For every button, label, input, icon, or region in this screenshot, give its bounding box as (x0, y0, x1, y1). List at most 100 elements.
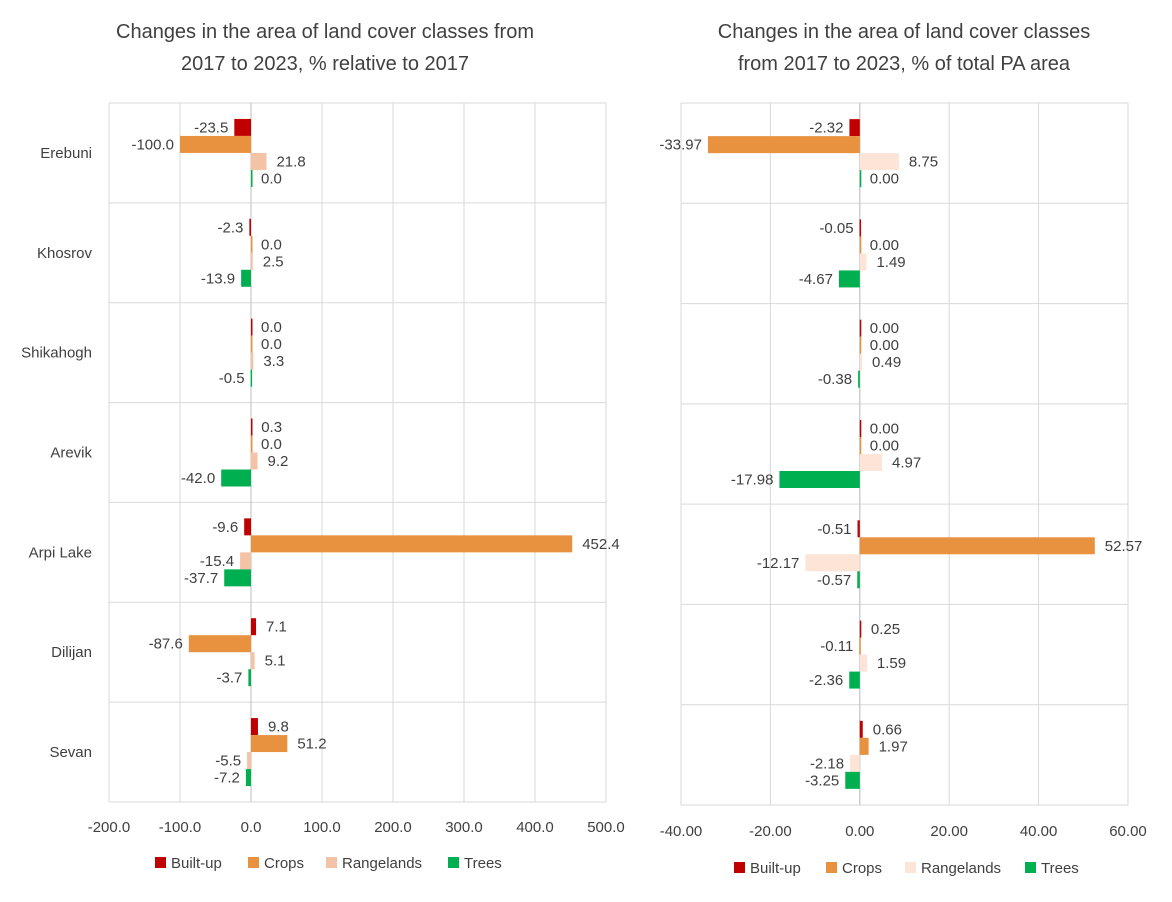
chart2-data-label-erebuni-crops: -33.97 (659, 137, 702, 154)
chart2-legend-label-crops: Crops (842, 860, 882, 877)
chart2-bar-khosrov-built-up (859, 219, 862, 237)
chart2-data-label-khosrov-trees: -4.67 (799, 271, 833, 288)
chart1-category-label-erebuni: Erebuni (40, 145, 92, 162)
chart1-x-tick-label: 300.0 (445, 819, 483, 836)
chart2-x-tick-label: 60.00 (1109, 823, 1147, 840)
chart2-title-line-2: from 2017 to 2023, % of total PA area (738, 53, 1071, 75)
chart2-data-label-arevik-trees: -17.98 (731, 472, 774, 489)
chart1-data-label-sevan-built-up: 9.8 (268, 719, 289, 736)
chart1-data-label-sevan-crops: 51.2 (297, 736, 326, 753)
chart1-bar-arevik-trees (221, 469, 251, 487)
chart1-bar-arpi-lake-trees (224, 569, 251, 587)
chart1-category-label-khosrov: Khosrov (37, 245, 93, 262)
chart2-bar-khosrov-crops (859, 236, 862, 254)
chart2-data-label-sevan-built-up: 0.66 (873, 721, 902, 738)
chart1-bar-arpi-lake-rangelands (240, 552, 251, 570)
chart2-data-label-arpi-lake-rangelands: -12.17 (757, 555, 800, 572)
chart2-x-tick-label: -40.00 (660, 823, 703, 840)
chart1-bar-shikahogh-crops (251, 335, 253, 353)
chart1-data-label-khosrov-built-up: -2.3 (218, 219, 244, 236)
chart1-data-label-dilijan-trees: -3.7 (217, 670, 243, 687)
chart1-data-label-dilijan-rangelands: 5.1 (265, 653, 286, 670)
chart1-category-label-shikahogh: Shikahogh (21, 345, 92, 362)
chart2-data-label-dilijan-trees: -2.36 (809, 672, 843, 689)
chart1-title-line-2: 2017 to 2023, % relative to 2017 (181, 53, 469, 75)
chart1-x-tick-label: 400.0 (516, 819, 554, 836)
chart1-bar-erebuni-crops (180, 135, 251, 153)
chart1-bar-sevan-built-up (251, 718, 258, 736)
chart2-bar-khosrov-rangelands (859, 253, 867, 271)
chart2-bar-arevik-built-up (859, 420, 862, 437)
chart2-bar-sevan-rangelands (850, 754, 860, 772)
chart2-data-label-shikahogh-built-up: 0.00 (870, 320, 899, 337)
chart2-bar-arpi-lake-trees (857, 571, 860, 589)
chart2-bar-arevik-trees (779, 471, 860, 488)
chart1-data-label-shikahogh-crops: 0.0 (261, 336, 282, 353)
chart1-data-label-dilijan-crops: -87.6 (149, 636, 183, 653)
chart1-category-label-arevik: Arevik (50, 445, 92, 462)
chart1-legend-label-rangelands: Rangelands (342, 855, 422, 872)
chart1-data-label-arevik-crops: 0.0 (261, 436, 282, 453)
chart1-data-label-arpi-lake-built-up: -9.6 (212, 519, 238, 536)
chart1-bar-shikahogh-rangelands (251, 352, 254, 370)
chart2-data-label-shikahogh-trees: -0.38 (818, 371, 852, 388)
chart1-bar-shikahogh-trees (250, 369, 253, 387)
chart2-bar-erebuni-built-up (849, 119, 860, 137)
chart2-data-label-arpi-lake-trees: -0.57 (817, 572, 851, 589)
chart1-legend-label-built-up: Built-up (171, 855, 222, 872)
chart2-data-label-dilijan-built-up: 0.25 (871, 621, 900, 638)
chart1-data-label-shikahogh-trees: -0.5 (219, 370, 245, 387)
chart1-data-label-arevik-rangelands: 9.2 (268, 453, 289, 470)
chart1-legend-swatch-built-up (155, 857, 166, 868)
chart1-x-tick-label: 500.0 (587, 819, 625, 836)
chart2-data-label-khosrov-crops: 0.00 (870, 237, 899, 254)
chart1-bar-sevan-crops (251, 735, 288, 753)
chart2-data-label-khosrov-rangelands: 1.49 (876, 254, 905, 271)
chart1-data-label-erebuni-crops: -100.0 (131, 136, 174, 153)
chart1-bar-dilijan-crops (188, 635, 251, 653)
chart1-data-label-arpi-lake-rangelands: -15.4 (200, 553, 234, 570)
chart1-category-label-arpi-lake: Arpi Lake (29, 544, 92, 561)
chart2-bar-arpi-lake-rangelands (805, 554, 860, 572)
chart2-bar-dilijan-built-up (859, 620, 862, 638)
chart2-data-label-dilijan-rangelands: 1.59 (877, 655, 906, 672)
chart2-bar-shikahogh-crops (859, 336, 862, 354)
chart1-bar-erebuni-built-up (234, 118, 251, 136)
chart2-data-label-arpi-lake-built-up: -0.51 (817, 521, 851, 538)
chart1-x-tick-label: -100.0 (159, 819, 202, 836)
chart2-bar-erebuni-crops (707, 136, 860, 154)
chart1-bar-dilijan-trees (248, 669, 251, 687)
chart2-bar-erebuni-trees (859, 170, 862, 188)
chart2-data-label-sevan-trees: -3.25 (805, 772, 839, 789)
chart1-bar-arpi-lake-built-up (244, 518, 251, 536)
chart1-data-label-sevan-trees: -7.2 (214, 770, 240, 787)
chart2-bar-sevan-built-up (859, 720, 863, 738)
chart2-bar-sevan-trees (845, 771, 860, 789)
chart1-data-label-arevik-trees: -42.0 (181, 470, 215, 487)
chart1-legend-label-trees: Trees (464, 855, 502, 872)
chart1-legend-label-crops: Crops (264, 855, 304, 872)
chart1-bar-erebuni-rangelands (251, 152, 267, 170)
chart1-data-label-erebuni-trees: 0.0 (261, 170, 282, 187)
chart2-legend-swatch-trees (1025, 862, 1036, 873)
chart2-data-label-erebuni-trees: 0.00 (870, 171, 899, 188)
chart2-data-label-arevik-built-up: 0.00 (870, 421, 899, 438)
chart1-data-label-arevik-built-up: 0.3 (261, 419, 282, 436)
chart2-bar-khosrov-trees (838, 270, 860, 288)
chart2-data-label-erebuni-built-up: -2.32 (809, 120, 843, 137)
chart2-bar-erebuni-rangelands (859, 153, 899, 171)
chart1-category-label-dilijan: Dilijan (51, 644, 92, 661)
chart2-data-label-shikahogh-crops: 0.00 (870, 337, 899, 354)
chart1-data-label-erebuni-rangelands: 21.8 (276, 153, 305, 170)
chart2-data-label-arevik-crops: 0.00 (870, 438, 899, 455)
chart1-category-label-sevan: Sevan (49, 744, 92, 761)
chart1-bar-sevan-rangelands (247, 752, 251, 770)
chart1-bar-khosrov-built-up (249, 218, 251, 236)
chart2-bar-dilijan-rangelands (859, 654, 867, 672)
chart1-x-tick-label: 200.0 (374, 819, 412, 836)
chart1-data-label-dilijan-built-up: 7.1 (266, 619, 287, 636)
chart1-legend-swatch-trees (448, 857, 459, 868)
chart1-data-label-shikahogh-built-up: 0.0 (261, 319, 282, 336)
chart1-bar-arevik-rangelands (251, 452, 258, 470)
